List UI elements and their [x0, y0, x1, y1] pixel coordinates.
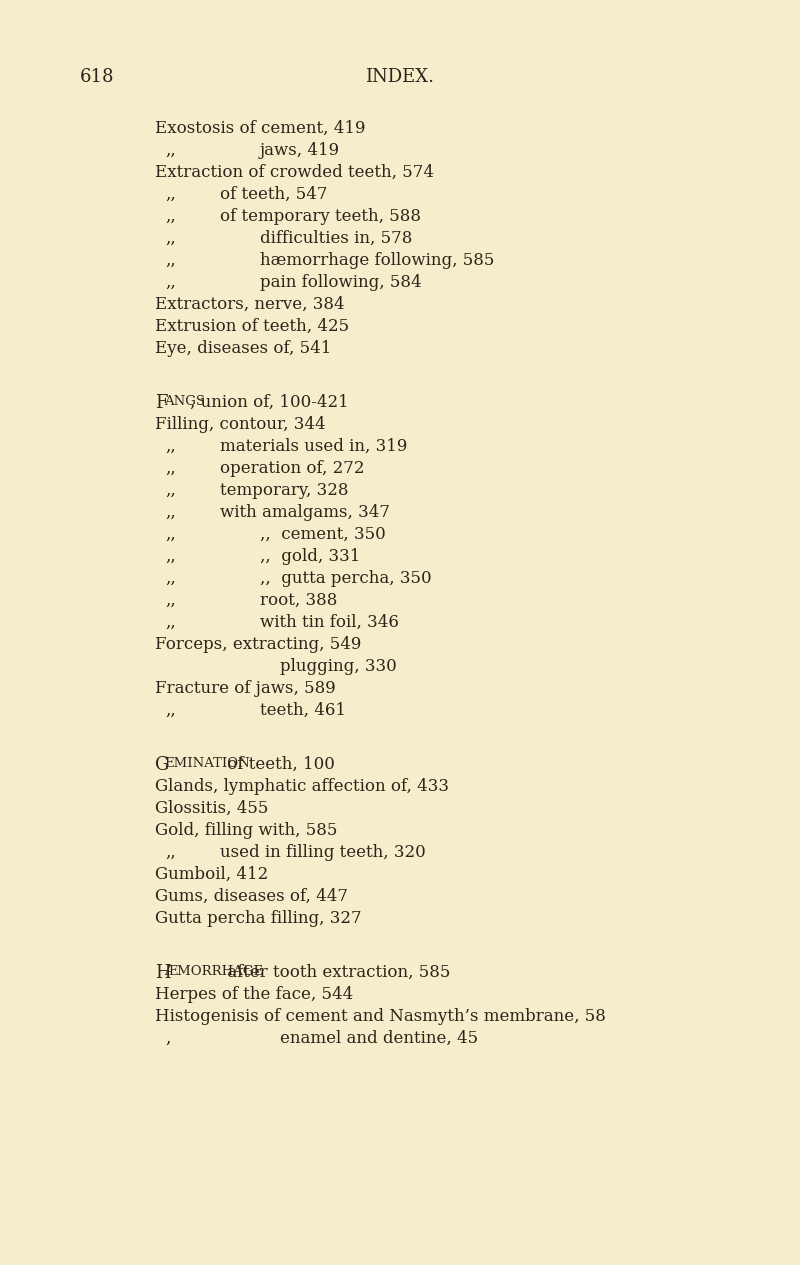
Text: ,,: ,, [165, 702, 176, 719]
Text: ,,: ,, [165, 844, 176, 861]
Text: , union of, 100-421: , union of, 100-421 [190, 393, 349, 411]
Text: Eye, diseases of, 541: Eye, diseases of, 541 [155, 340, 331, 357]
Text: Gutta percha filling, 327: Gutta percha filling, 327 [155, 910, 362, 927]
Text: ,,: ,, [165, 526, 176, 543]
Text: Extractors, nerve, 384: Extractors, nerve, 384 [155, 296, 345, 312]
Text: plugging, 330: plugging, 330 [280, 658, 397, 676]
Text: ,,: ,, [165, 460, 176, 477]
Text: 618: 618 [80, 68, 114, 86]
Text: materials used in, 319: materials used in, 319 [220, 438, 407, 455]
Text: Gold, filling with, 585: Gold, filling with, 585 [155, 822, 338, 839]
Text: ,,: ,, [165, 482, 176, 498]
Text: Glossitis, 455: Glossitis, 455 [155, 799, 268, 817]
Text: ,,: ,, [165, 142, 176, 159]
Text: enamel and dentine, 45: enamel and dentine, 45 [280, 1030, 478, 1047]
Text: after tooth extraction, 585: after tooth extraction, 585 [222, 964, 451, 980]
Text: Gums, diseases of, 447: Gums, diseases of, 447 [155, 888, 348, 904]
Text: Exostosis of cement, 419: Exostosis of cement, 419 [155, 120, 366, 137]
Text: ,: , [165, 1030, 170, 1047]
Text: Gumboil, 412: Gumboil, 412 [155, 867, 268, 883]
Text: pain following, 584: pain following, 584 [260, 275, 422, 291]
Text: hæmorrhage following, 585: hæmorrhage following, 585 [260, 252, 494, 269]
Text: with amalgams, 347: with amalgams, 347 [220, 503, 390, 521]
Text: INDEX.: INDEX. [366, 68, 434, 86]
Text: teeth, 461: teeth, 461 [260, 702, 346, 719]
Text: ,,: ,, [165, 230, 176, 247]
Text: ,,: ,, [165, 503, 176, 521]
Text: of teeth, 547: of teeth, 547 [220, 186, 327, 202]
Text: Extraction of crowded teeth, 574: Extraction of crowded teeth, 574 [155, 164, 434, 181]
Text: Forceps, extracting, 549: Forceps, extracting, 549 [155, 636, 362, 653]
Text: Filling, contour, 344: Filling, contour, 344 [155, 416, 326, 433]
Text: Herpes of the face, 544: Herpes of the face, 544 [155, 985, 354, 1003]
Text: of teeth, 100: of teeth, 100 [222, 756, 335, 773]
Text: ,,: ,, [165, 186, 176, 202]
Text: G: G [155, 756, 170, 774]
Text: ,,: ,, [165, 252, 176, 269]
Text: ,,  cement, 350: ,, cement, 350 [260, 526, 386, 543]
Text: H: H [155, 964, 170, 982]
Text: used in filling teeth, 320: used in filling teeth, 320 [220, 844, 426, 861]
Text: ANGS: ANGS [164, 395, 205, 409]
Text: ,,: ,, [165, 592, 176, 608]
Text: F: F [155, 393, 167, 412]
Text: ,,: ,, [165, 548, 176, 565]
Text: Fracture of jaws, 589: Fracture of jaws, 589 [155, 681, 336, 697]
Text: with tin foil, 346: with tin foil, 346 [260, 614, 399, 631]
Text: operation of, 272: operation of, 272 [220, 460, 365, 477]
Text: temporary, 328: temporary, 328 [220, 482, 349, 498]
Text: ,,: ,, [165, 207, 176, 225]
Text: Extrusion of teeth, 425: Extrusion of teeth, 425 [155, 318, 349, 335]
Text: jaws, 419: jaws, 419 [260, 142, 340, 159]
Text: ,,: ,, [165, 438, 176, 455]
Text: ,,: ,, [165, 614, 176, 631]
Text: ,,  gutta percha, 350: ,, gutta percha, 350 [260, 571, 432, 587]
Text: ,,: ,, [165, 571, 176, 587]
Text: EMINATION: EMINATION [164, 756, 250, 770]
Text: ÆMORRHAGE: ÆMORRHAGE [164, 965, 263, 978]
Text: difficulties in, 578: difficulties in, 578 [260, 230, 412, 247]
Text: ,,: ,, [165, 275, 176, 291]
Text: ,,  gold, 331: ,, gold, 331 [260, 548, 360, 565]
Text: root, 388: root, 388 [260, 592, 338, 608]
Text: of temporary teeth, 588: of temporary teeth, 588 [220, 207, 421, 225]
Text: Histogenisis of cement and Nasmyth’s membrane, 58: Histogenisis of cement and Nasmyth’s mem… [155, 1008, 606, 1025]
Text: Glands, lymphatic affection of, 433: Glands, lymphatic affection of, 433 [155, 778, 449, 794]
